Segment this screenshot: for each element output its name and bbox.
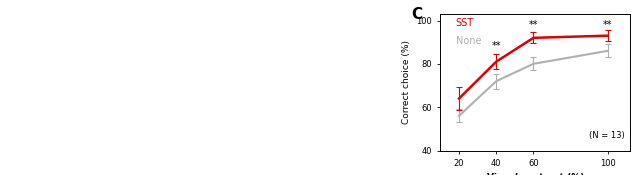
X-axis label: Visual contrast (%): Visual contrast (%) [487,173,584,175]
Y-axis label: Correct choice (%): Correct choice (%) [402,40,411,124]
Text: C: C [412,7,422,22]
Text: **: ** [529,20,538,30]
Text: **: ** [603,20,613,30]
Text: **: ** [491,41,501,51]
Text: None: None [456,36,481,46]
Text: SST: SST [456,18,474,28]
Text: (N = 13): (N = 13) [589,131,624,140]
